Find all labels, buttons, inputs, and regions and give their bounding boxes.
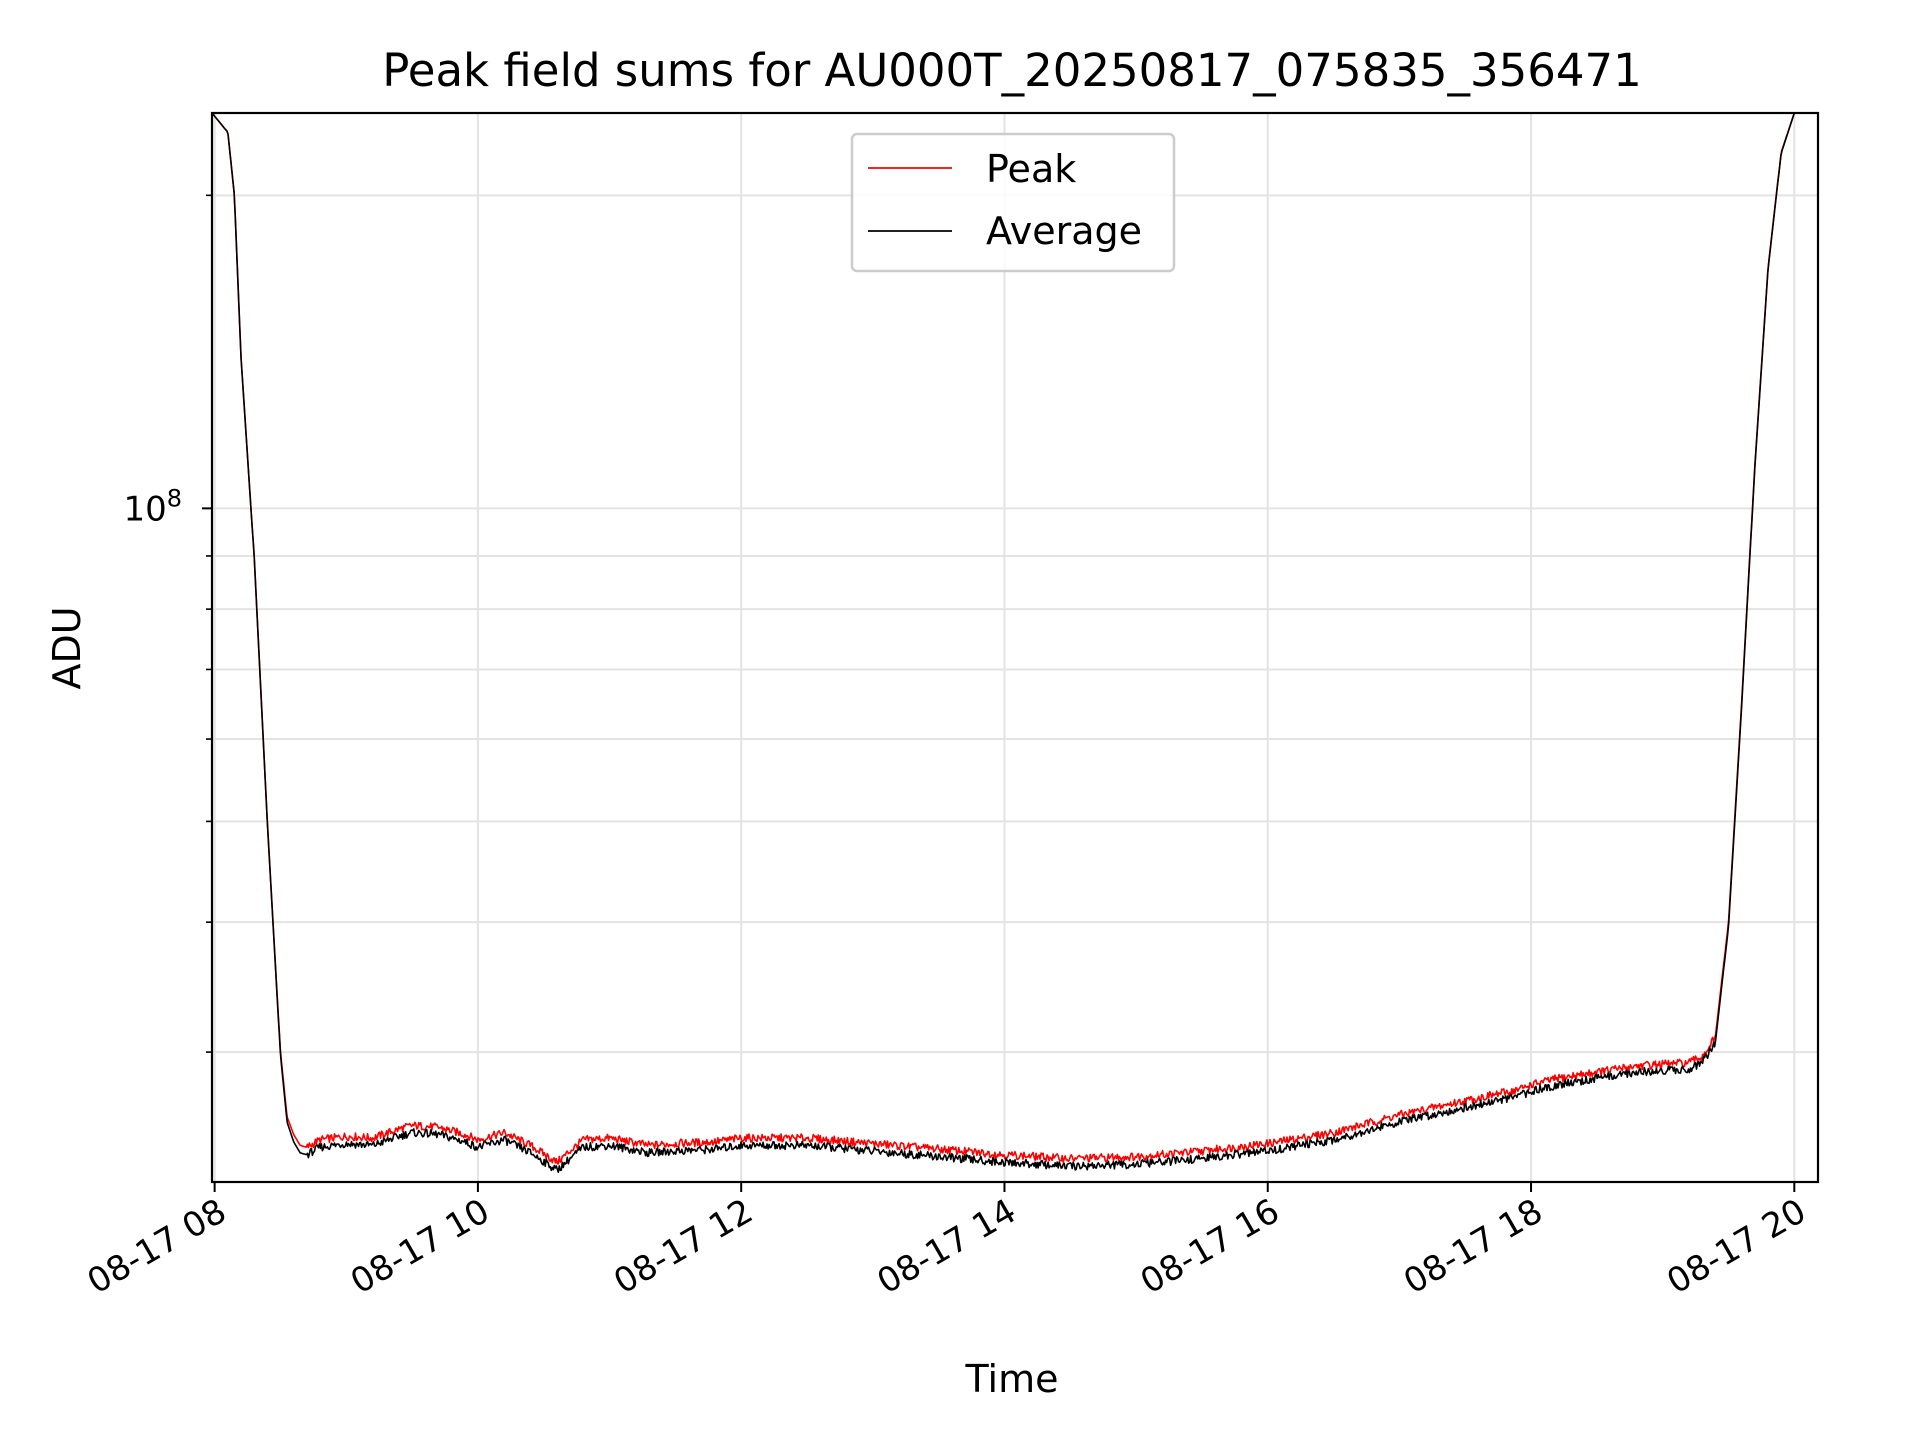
- y-tick-label: 108: [123, 484, 182, 529]
- axes-frame: [210, 111, 1820, 1184]
- y-axis: 108: [123, 194, 212, 1053]
- legend-label-average: Average: [986, 209, 1142, 253]
- plot-area: [211, 112, 1818, 1173]
- series-line-peak: [211, 112, 1818, 1165]
- x-axis-title: Time: [965, 1357, 1059, 1401]
- chart-title: Peak field sums for AU000T_20250817_0758…: [382, 44, 1642, 97]
- y-axis-title: ADU: [45, 606, 89, 689]
- series-line-average: [211, 112, 1818, 1173]
- legend: Peak Average: [850, 132, 1176, 273]
- legend-label-peak: Peak: [986, 147, 1076, 191]
